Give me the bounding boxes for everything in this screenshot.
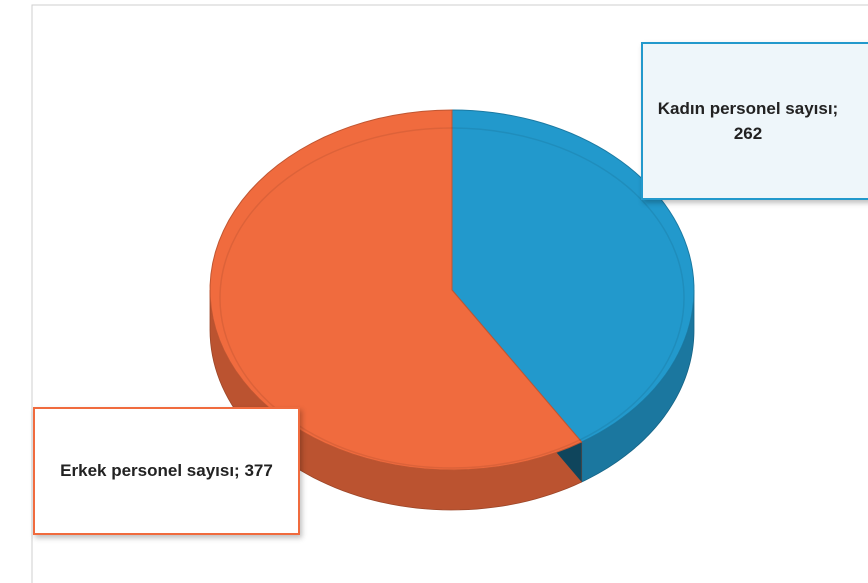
chart-frame: [31, 4, 868, 583]
slice: [451, 109, 695, 443]
slice: [209, 109, 583, 471]
rim-highlight: [219, 127, 685, 469]
data-label: Erkek personel sayısı; 377: [33, 407, 300, 535]
data-label: Kadın personel sayısı; 262: [641, 42, 868, 200]
